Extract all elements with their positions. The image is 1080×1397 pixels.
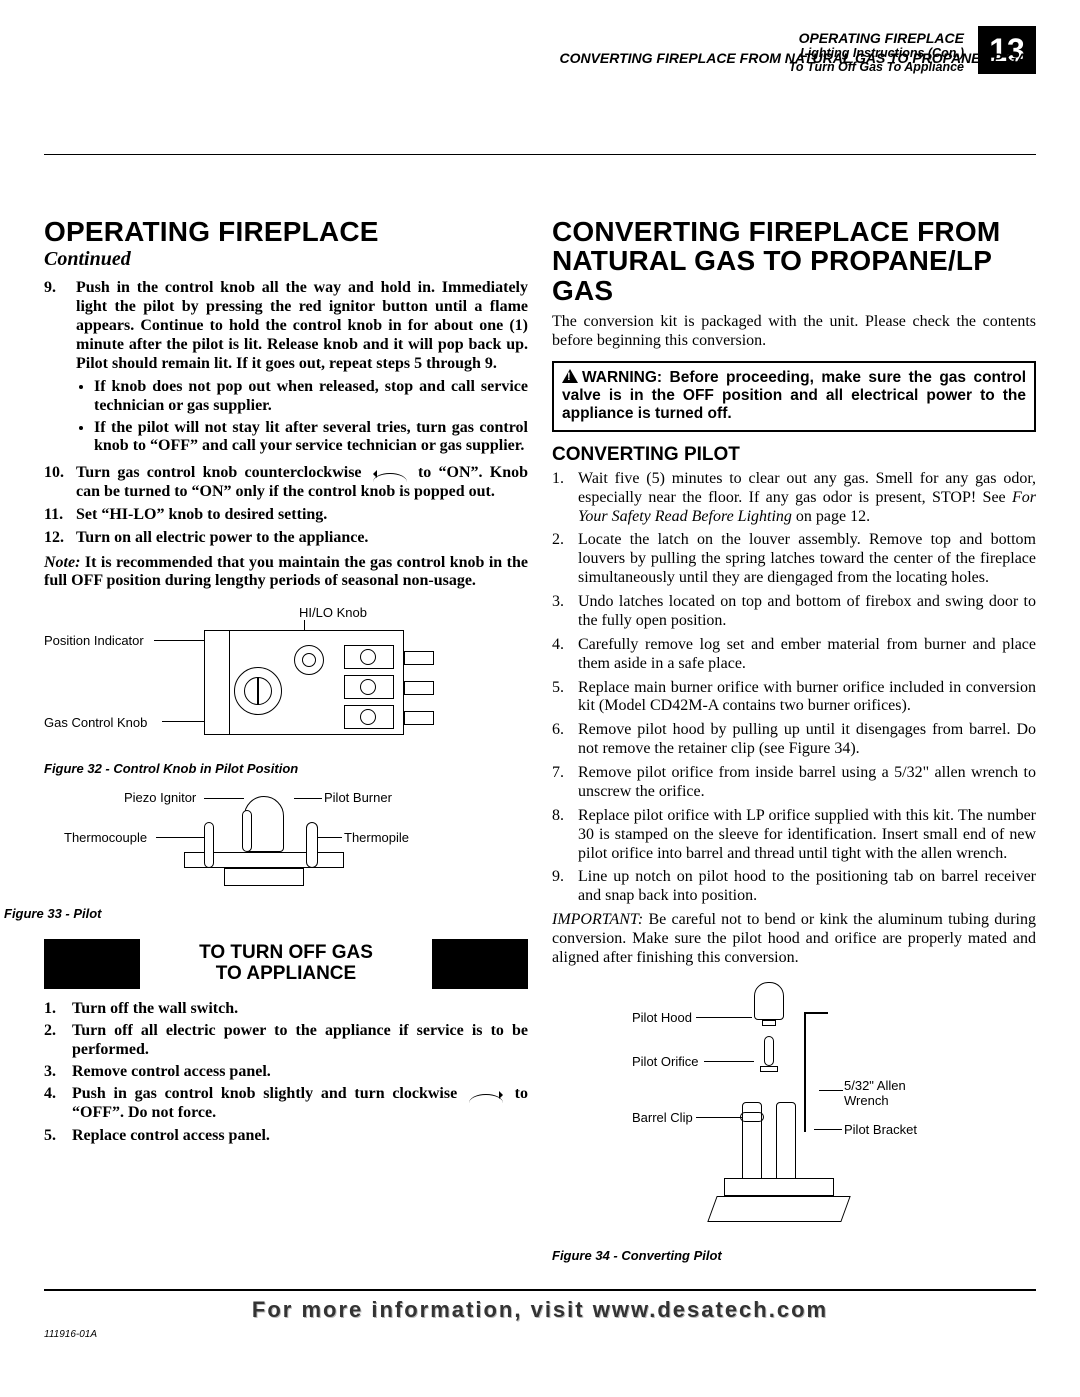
pilot-orifice-label: Pilot Orifice — [632, 1054, 698, 1069]
operating-steps: 9.Push in the control knob all the way a… — [44, 279, 528, 373]
footer-text: For more information, visit www.desatech… — [44, 1297, 1036, 1323]
figure-33-caption: Figure 33 - Pilot — [4, 906, 528, 921]
figure-34: Pilot Hood Pilot Orifice Barrel Clip 5/3… — [552, 982, 1036, 1263]
step-text: Set “HI-LO” knob to desired setting. — [76, 506, 528, 525]
gas-control-knob-label: Gas Control Knob — [44, 715, 147, 730]
bullet-2: If the pilot will not stay lit after sev… — [94, 419, 528, 457]
step-text: Turn gas control knob counterclockwise t… — [76, 464, 528, 502]
bullet-1: If knob does not pop out when released, … — [94, 378, 528, 416]
figure-32-caption: Figure 32 - Control Knob in Pilot Positi… — [44, 761, 528, 776]
footer-rule — [44, 1289, 1036, 1291]
header-line1: OPERATING FIREPLACE — [789, 30, 964, 46]
important-paragraph: IMPORTANT: Be careful not to bend or kin… — [552, 911, 1036, 968]
allen-wrench-label: 5/32" Allen Wrench — [844, 1078, 934, 1108]
note-paragraph: Note: It is recommended that you maintai… — [44, 554, 528, 591]
figure-33: Piezo Ignitor Pilot Burner Thermocouple … — [44, 790, 528, 921]
step-num: 10. — [44, 464, 76, 502]
right-column: Converting Fireplace From Natural Gas To… — [552, 217, 1036, 1263]
document-id: 111916-01A — [44, 1329, 1036, 1340]
step-num: 11. — [44, 506, 76, 525]
note-text: It is recommended that you maintain the … — [44, 554, 528, 589]
step-text: Push in the control knob all the way and… — [76, 279, 528, 373]
turn-off-gas-heading: TO TURN OFF GAS TO APPLIANCE — [44, 939, 528, 989]
warning-icon — [562, 369, 578, 383]
pilot-hood-label: Pilot Hood — [632, 1010, 692, 1025]
step-num: 12. — [44, 529, 76, 548]
blackbar-right — [432, 939, 528, 989]
arrow-cw-icon — [465, 1089, 507, 1101]
pilot-bracket-label: Pilot Bracket — [844, 1122, 917, 1137]
thermocouple-label: Thermocouple — [64, 830, 147, 845]
blackbar-title: TO TURN OFF GAS TO APPLIANCE — [140, 939, 432, 989]
position-indicator-label: Position Indicator — [44, 633, 144, 648]
header-line3: CONVERTING FIREPLACE FROM NATURAL GAS TO… — [44, 50, 1036, 66]
warning-box: WARNING: Before proceeding, make sure th… — [552, 361, 1036, 432]
continued-label: Continued — [44, 248, 528, 271]
piezo-label: Piezo Ignitor — [124, 790, 196, 805]
figure-32: HI/LO Knob Position Indicator Gas Contro… — [44, 605, 528, 776]
arrow-ccw-icon — [369, 468, 411, 480]
converting-intro: The conversion kit is packaged with the … — [552, 313, 1036, 351]
turn-off-steps: 1.Turn off the wall switch. 2.Turn off a… — [44, 999, 528, 1145]
important-label: IMPORTANT: — [552, 911, 643, 928]
left-column: Operating Fireplace Continued 9.Push in … — [44, 217, 528, 1263]
note-label: Note: — [44, 554, 80, 571]
barrel-clip-label: Barrel Clip — [632, 1110, 693, 1125]
header-rule — [44, 154, 1036, 155]
step-text: Turn on all electric power to the applia… — [76, 529, 528, 548]
warning-text: WARNING: Before proceeding, make sure th… — [562, 369, 1026, 423]
hilo-label: HI/LO Knob — [299, 605, 367, 620]
thermopile-label: Thermopile — [344, 830, 409, 845]
converting-pilot-subhead: CONVERTING PILOT — [552, 444, 1036, 466]
figure-34-caption: Figure 34 - Converting Pilot — [552, 1248, 1036, 1263]
step-num: 9. — [44, 279, 76, 373]
pilot-burner-label: Pilot Burner — [324, 790, 392, 805]
blackbar-left — [44, 939, 140, 989]
operating-fireplace-title: Operating Fireplace — [44, 217, 528, 246]
operating-bullets: If knob does not pop out when released, … — [94, 378, 528, 457]
converting-steps: 1.Wait five (5) minutes to clear out any… — [552, 470, 1036, 906]
converting-title: Converting Fireplace From Natural Gas To… — [552, 217, 1036, 305]
